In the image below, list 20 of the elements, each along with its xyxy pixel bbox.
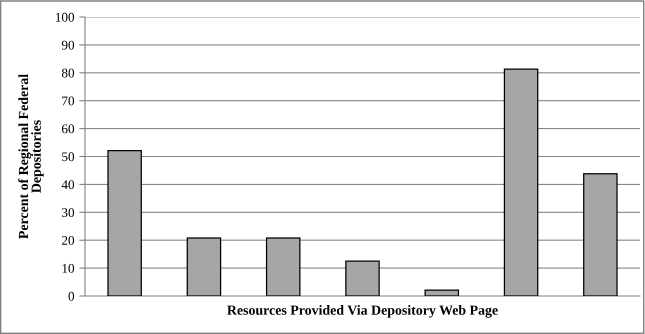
- y-tick-label: 70: [62, 96, 74, 106]
- y-tick-label: 30: [62, 208, 74, 218]
- y-tick-label: 50: [62, 152, 74, 162]
- y-tick-label: 10: [62, 264, 74, 273]
- bar: [266, 237, 300, 296]
- bar: [345, 260, 380, 296]
- bar: [424, 290, 460, 296]
- y-tick-label: 80: [62, 68, 74, 78]
- y-tick-label: 60: [62, 124, 74, 134]
- bar: [583, 173, 618, 296]
- y-tick-label: 90: [62, 40, 74, 50]
- y-tick-label: 40: [62, 180, 74, 190]
- bar: [186, 237, 222, 296]
- bar: [504, 68, 538, 296]
- y-tick-label: 100: [56, 12, 74, 22]
- y-tick-label: 0: [68, 292, 74, 301]
- x-axis-title: Resources Provided Via Depository Web Page: [227, 305, 498, 318]
- y-tick-label: 20: [62, 236, 74, 245]
- bar: [107, 150, 142, 296]
- y-axis-title: Percent of Regional Federal Depositories: [18, 74, 44, 239]
